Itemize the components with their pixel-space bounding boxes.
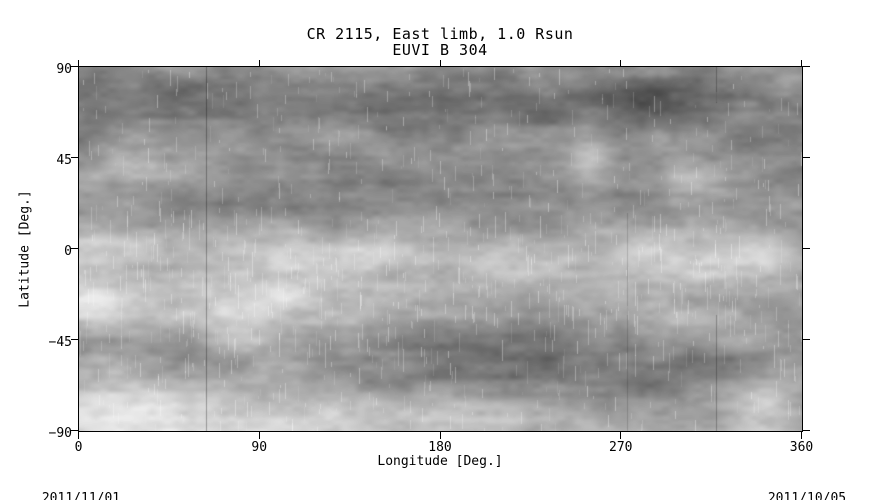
x-tick-mark-top <box>620 60 622 67</box>
y-tick-label: 90 <box>56 61 72 77</box>
right-limb-timestamp: 2011/10/05 17:08:03 <box>768 464 846 500</box>
x-tick-label: 180 <box>428 440 452 455</box>
y-tick-label: −45 <box>48 334 72 350</box>
y-tick-mark <box>71 339 78 340</box>
x-tick-mark <box>78 432 79 439</box>
x-tick-label: 270 <box>609 440 633 455</box>
y-tick-label: 0 <box>64 243 72 259</box>
y-tick-mark-right <box>803 248 810 249</box>
y-tick-mark-right <box>803 430 810 431</box>
x-axis-label: Longitude [Deg.] <box>377 454 503 469</box>
left-limb-date: 2011/11/01 <box>41 491 121 500</box>
y-tick-mark <box>71 157 78 158</box>
figure-title-line1: CR 2115, East limb, 1.0 Rsun <box>306 25 574 43</box>
y-tick-label: 45 <box>56 152 72 168</box>
figure-title: CR 2115, East limb, 1.0 Rsun EUVI B 304 <box>0 26 880 58</box>
x-tick-label: 360 <box>789 440 814 455</box>
y-tick-mark-right <box>803 339 810 340</box>
x-tick-mark <box>439 432 441 439</box>
plot-area <box>78 66 803 432</box>
x-tick-mark <box>801 432 802 439</box>
y-tick-mark-right <box>803 66 810 67</box>
y-tick-mark <box>71 66 78 67</box>
y-tick-mark <box>71 248 78 249</box>
x-tick-label: 90 <box>251 440 268 455</box>
x-tick-mark <box>258 432 260 439</box>
x-tick-mark-top <box>439 60 441 67</box>
x-tick-label: 0 <box>74 440 83 455</box>
x-tick-mark-top <box>801 60 802 67</box>
left-limb-timestamp: 2011/11/01 17:12:27 <box>42 464 120 500</box>
figure-title-line2: EUVI B 304 <box>392 41 488 59</box>
x-tick-mark <box>620 432 622 439</box>
x-tick-mark-top <box>78 60 79 67</box>
right-limb-date: 2011/10/05 <box>767 491 847 500</box>
y-tick-mark <box>71 430 78 431</box>
y-tick-mark-right <box>803 157 810 158</box>
y-tick-label: −90 <box>48 425 72 441</box>
synoptic-map-image <box>79 67 802 431</box>
x-tick-mark-top <box>258 60 260 67</box>
